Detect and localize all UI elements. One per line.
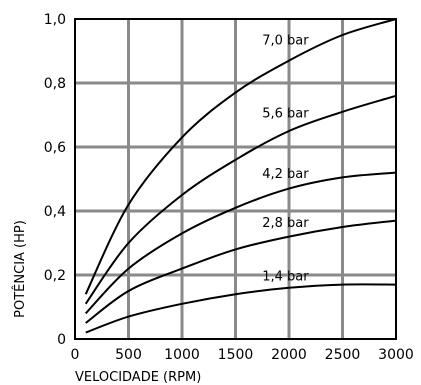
series-label: 1,4 bar [262, 270, 309, 285]
y-axis-label: POTÊNCIA (HP) [12, 220, 28, 318]
tick-labels: 0 500 1000 1500 2000 2500 3000 0 0,2 0,4 0,6 0,8 1,0 [44, 12, 414, 363]
plot-frame [74, 18, 397, 340]
series-label: 4,2 bar [262, 167, 309, 182]
grid [75, 19, 396, 339]
x-tick-label: 2000 [271, 347, 307, 363]
y-tick-label: 0 [57, 332, 66, 348]
y-tick-label: 0,2 [44, 268, 66, 284]
x-tick-label: 2500 [325, 347, 361, 363]
x-tick-label: 3000 [378, 347, 414, 363]
series-group [84, 18, 397, 334]
x-tick-label: 1500 [218, 347, 254, 363]
series-labels: 7,0 bar 5,6 bar 4,2 bar 2,8 bar 1,4 bar [262, 33, 309, 284]
series-label: 2,8 bar [262, 216, 309, 231]
y-tick-label: 0,8 [44, 76, 66, 92]
series-label: 7,0 bar [262, 33, 309, 48]
series-line [84, 94, 397, 305]
x-axis-label: VELOCIDADE (RPM) [75, 370, 201, 385]
series-label: 5,6 bar [262, 106, 309, 121]
x-tick-label: 500 [115, 347, 142, 363]
series-line [84, 18, 397, 295]
x-tick-label: 0 [71, 347, 80, 363]
series-line [84, 171, 397, 315]
series-line [85, 219, 397, 324]
y-tick-label: 1,0 [44, 12, 66, 28]
x-tick-label: 1000 [164, 347, 200, 363]
y-tick-label: 0,6 [44, 140, 66, 156]
y-tick-label: 0,4 [44, 204, 66, 220]
series-line [85, 283, 397, 334]
